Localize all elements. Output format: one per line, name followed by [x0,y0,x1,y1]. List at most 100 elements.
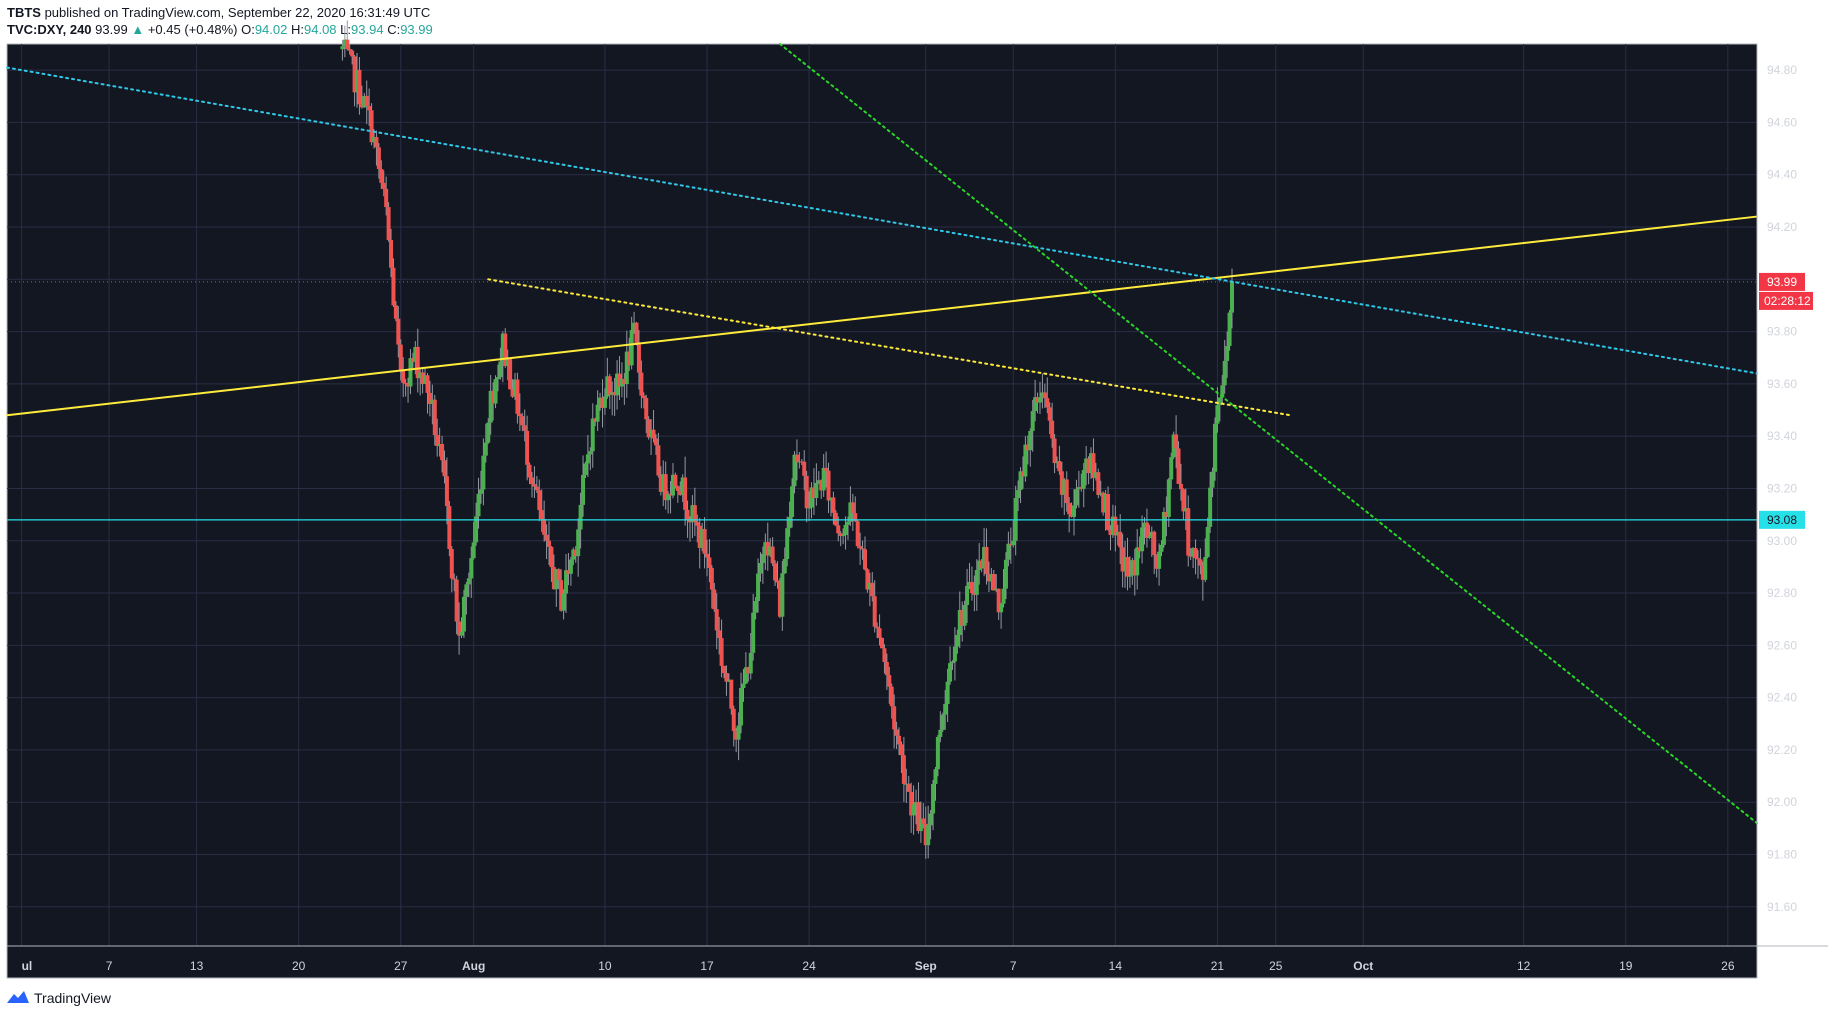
candle-up [945,681,950,704]
candle-up [1072,505,1077,517]
candlestick-series[interactable] [340,20,1234,859]
candle-down [534,486,539,491]
drawing-tools[interactable] [6,43,1758,825]
candle-down [986,574,991,582]
time-axis[interactable]: ul 7 13 20 27 Aug 10 17 24 Sep 7 14 21 25 Oct 12 19 26 [7,945,1828,973]
candle-down [692,505,697,523]
candle-up [495,377,500,380]
candle-up [1084,458,1089,470]
candle-down [884,662,889,676]
candle-up [1205,526,1210,557]
candle-up [1166,479,1171,517]
candle-up [938,729,943,737]
candle-down [656,445,661,476]
candle-down [746,667,751,674]
candle-down [872,596,877,627]
candle-down [1198,559,1203,566]
candle-up [816,480,821,483]
price-axis[interactable]: 94.8094.6094.4094.2094.0093.8093.6093.40… [1756,44,1797,978]
candle-down [882,648,887,663]
price-tick-label: 93.20 [1767,481,1797,495]
candle-down [636,344,641,373]
candle-up [483,442,488,456]
candle-up [1127,575,1132,577]
candle-down [1064,479,1069,504]
candle-down [1154,554,1159,569]
candle-up [469,558,474,579]
candle-up [615,373,620,396]
tradingview-brand[interactable]: TradingView [34,990,112,1006]
candle-up [1040,392,1045,398]
candle-down [396,318,401,345]
candle-up [1161,511,1166,545]
candle-down [520,416,525,426]
candle-up [413,346,418,362]
candle-up [1076,487,1081,490]
candle-down [627,351,632,366]
candle-up [1006,543,1011,560]
candle-up [1016,490,1021,499]
candle-down [724,672,729,682]
price-tick-label: 92.20 [1767,743,1797,757]
price-tick-label: 92.80 [1767,586,1797,600]
candle-up [488,390,493,423]
candle-down [1113,516,1118,536]
candle-down [1120,547,1125,572]
candle-down [612,392,617,396]
candle-up [581,474,586,505]
candle-down [906,783,911,792]
candle-down [651,429,656,439]
candle-down [393,305,398,319]
candle-down [811,487,816,499]
candle-down [969,581,974,594]
candle-down [897,735,902,745]
candle-down [853,513,858,522]
candle-down [549,546,554,568]
candle-up [1081,469,1086,489]
candle-down [729,679,734,709]
published-text: published on TradingView.com, September … [44,5,431,20]
candle-down [539,510,544,520]
candle-up [1001,588,1006,604]
candle-up [342,39,347,47]
price-tick-label: 93.40 [1767,429,1797,443]
candle-up [1062,479,1067,495]
candle-up [1230,281,1234,313]
hline-badge-text: 93.08 [1767,513,1797,527]
candle-up [1033,397,1038,412]
candle-down [1045,398,1050,408]
candle-down [530,477,534,485]
candle-down [870,582,875,597]
tradingview-logo-icon[interactable] [6,989,30,1005]
candle-up [568,559,573,574]
candle-down [1057,461,1062,472]
candle-up [940,714,945,730]
candle-down [522,425,527,431]
candle-up [590,418,595,452]
candle-up [561,593,566,611]
candle-down [1086,458,1091,474]
candle-up [926,825,931,846]
price-tick-label: 94.80 [1767,63,1797,77]
candle-up [845,521,850,525]
candle-down [860,548,865,550]
candle-up [1171,434,1176,458]
candle-down [551,567,556,590]
candle-up [1157,551,1162,569]
chart-background [7,44,1757,978]
candle-up [753,601,758,613]
candle-down [979,560,984,569]
candle-up [459,631,464,636]
candle-up [739,688,744,726]
candle-up [756,573,761,602]
candle-down [858,546,863,549]
candle-up [814,482,819,499]
candle-down [855,521,860,547]
candle-up [619,378,624,387]
price-tick-label: 91.80 [1767,847,1797,861]
candle-down [442,460,447,477]
trend-line-green [778,43,1758,825]
candle-down [697,525,702,548]
candle-down [617,373,622,387]
